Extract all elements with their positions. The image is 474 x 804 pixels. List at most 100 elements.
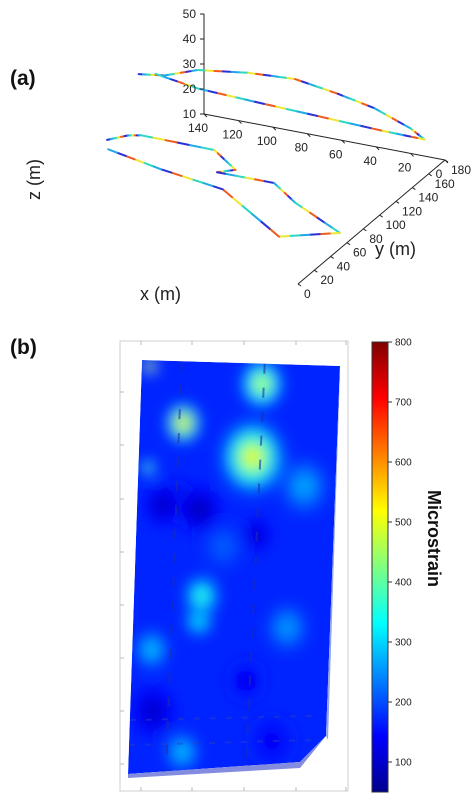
series-segment (379, 110, 388, 116)
series-segment (160, 168, 173, 174)
series-segment (278, 75, 289, 80)
heatmap-sensor-lines (128, 361, 321, 773)
series-segment (201, 146, 216, 151)
series-segment (361, 102, 370, 107)
z-tick-label: 20 (183, 82, 197, 96)
sensor-line (244, 363, 266, 771)
series-segment (309, 211, 319, 219)
series-segment (262, 102, 276, 108)
series-segment (161, 75, 171, 80)
y-tick-label: 120 (402, 204, 422, 218)
series-segment (170, 171, 183, 177)
series-segment (189, 85, 200, 90)
series-segment (278, 234, 291, 238)
series-segment (294, 201, 304, 209)
series-segment (348, 97, 358, 102)
series-segment (164, 139, 179, 144)
series-segment (180, 174, 193, 181)
y-tick-mark (363, 228, 367, 232)
series-segment (316, 114, 329, 120)
heatmap-blob (194, 504, 205, 516)
colorbar-tick-label: 400 (395, 578, 412, 589)
series-segment (231, 196, 243, 207)
series-segment (133, 158, 145, 164)
colorbar-tick-label: 700 (395, 398, 412, 409)
series-segment (182, 82, 192, 88)
series-segment (294, 78, 304, 83)
series-segment (124, 154, 136, 161)
series-segment (397, 120, 406, 127)
heatmap-blob (158, 500, 167, 510)
colorbar-tick-label: 600 (395, 458, 412, 469)
y-tick-label: 0 (304, 287, 311, 301)
series-line-1 (137, 69, 426, 141)
series-segment (324, 221, 334, 229)
heatmap-blob (179, 418, 188, 428)
heatmap-blob (178, 747, 187, 757)
x-tick-label: 60 (329, 147, 343, 161)
x-tick-label: 20 (398, 160, 412, 174)
colorbar: 100 200 300 400 500 600 700 800 Microstrain (371, 338, 444, 793)
series-segment (244, 176, 257, 181)
series-segment (142, 161, 154, 167)
series-segment (373, 107, 382, 113)
series-segment (107, 148, 119, 154)
series-segment (201, 181, 214, 187)
series-segment (262, 73, 273, 77)
series-segment (224, 93, 236, 99)
series-segment (337, 119, 351, 125)
series-segment (328, 231, 341, 235)
series-segment (254, 178, 266, 183)
series-segment (308, 82, 318, 88)
heatmap-blob (267, 735, 277, 747)
series-segment (316, 216, 327, 224)
y-axis-label: y (m) (375, 239, 416, 259)
y-tick-label: 140 (418, 191, 438, 205)
heatmap-blob (257, 378, 267, 390)
heatmap-frame (119, 340, 349, 792)
series-segment (387, 130, 397, 135)
z-axis-label: z (m) (24, 159, 44, 200)
series-group (106, 69, 426, 238)
heatmap-features (130, 360, 331, 774)
series-segment (369, 127, 383, 132)
series-segment (235, 174, 247, 179)
series-segment (240, 204, 252, 214)
y-tick-mark (428, 173, 432, 177)
series-segment (221, 188, 234, 199)
panel-label-b: (b) (10, 336, 37, 359)
series-segment (301, 206, 312, 214)
series-segment (263, 180, 276, 184)
y-tick-label: 20 (320, 273, 334, 287)
series-segment (255, 72, 265, 76)
x-tick-mark (238, 120, 242, 124)
series-segment (140, 134, 155, 139)
series-segment (367, 104, 376, 110)
series-segment (284, 107, 297, 113)
series-segment (394, 132, 404, 136)
x-tick-mark (341, 139, 346, 144)
series-segment (215, 91, 227, 96)
x-tick-label: 100 (257, 134, 277, 148)
series-segment (249, 211, 262, 222)
sensor-line (165, 361, 183, 773)
x-tick-label: 40 (363, 154, 377, 168)
series-line-0 (106, 134, 341, 238)
x-tick-mark (272, 126, 277, 131)
series-segment (403, 124, 412, 130)
y-tick-label: 40 (337, 259, 351, 273)
x-axis-label: x (m) (140, 284, 181, 304)
series-segment (391, 117, 400, 123)
x-tick-label: 120 (222, 128, 242, 142)
series-segment (188, 144, 204, 149)
colorbar-label: Microstrain (424, 490, 444, 587)
series-segment (151, 164, 163, 171)
heatmap-blob (195, 616, 202, 624)
panel-label-a: (a) (10, 67, 36, 90)
y-tick-mark (346, 242, 351, 246)
series-segment (211, 184, 224, 191)
series-segment (216, 171, 228, 176)
heatmap-blob (245, 448, 260, 466)
y-tick-label: 100 (386, 218, 406, 232)
series-segment (197, 87, 209, 92)
